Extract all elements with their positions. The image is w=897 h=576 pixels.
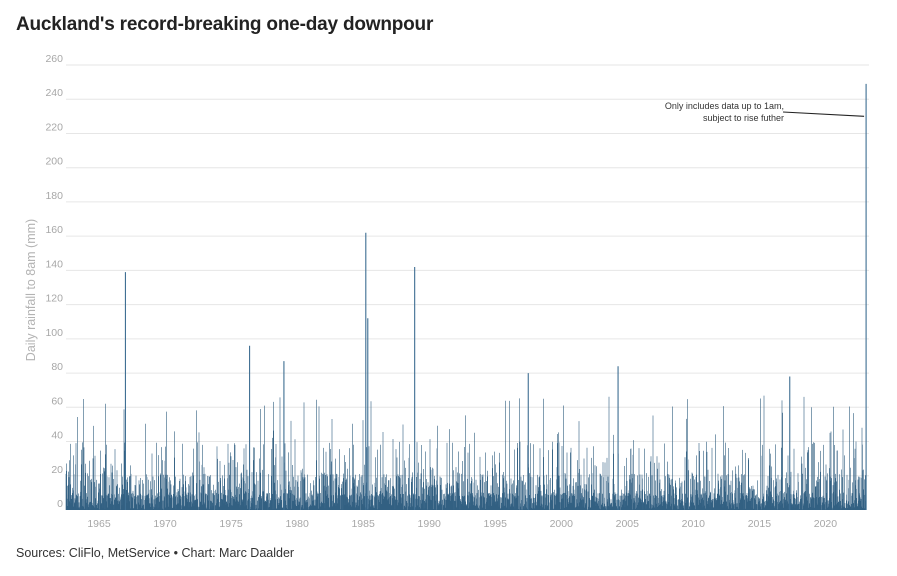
annotation-line-1: Only includes data up to 1am,: [665, 101, 784, 111]
x-tick-label: 1990: [418, 518, 442, 530]
y-tick-label: 140: [45, 258, 63, 270]
y-axis-ticks: 0 20 40 60 80 100 120 140 160 180 200 220 240 260: [45, 53, 63, 510]
x-tick-label: 1985: [351, 518, 375, 530]
x-tick-label: 1965: [87, 518, 111, 530]
y-tick-label: 260: [45, 53, 63, 65]
x-tick-label: 1995: [484, 518, 508, 530]
annotation: Only includes data up to 1am, subject to…: [665, 101, 865, 123]
gridlines: [66, 64, 869, 477]
y-tick-label: 200: [45, 156, 63, 168]
source-credit: Sources: CliFlo, MetService • Chart: Mar…: [16, 546, 295, 560]
y-tick-label: 40: [51, 430, 63, 442]
y-tick-label: 220: [45, 121, 63, 133]
x-tick-label: 1970: [153, 518, 177, 530]
x-tick-label: 2000: [550, 518, 574, 530]
x-tick-label: 1980: [285, 518, 309, 530]
chart-title: Auckland's record-breaking one-day downp…: [16, 14, 434, 35]
annotation-connector: [782, 111, 865, 117]
x-tick-label: 2010: [682, 518, 706, 530]
x-tick-label: 2015: [748, 518, 772, 530]
y-tick-label: 60: [51, 395, 63, 407]
rainfall-bars: [65, 83, 867, 510]
y-tick-label: 180: [45, 190, 63, 202]
x-tick-label: 2005: [616, 518, 640, 530]
y-tick-label: 120: [45, 293, 63, 305]
x-axis-ticks: 1965 1970 1975 1980 1985 1990 1995 2000 2005 2010…: [87, 518, 837, 530]
y-tick-label: 100: [45, 327, 63, 339]
y-tick-label: 0: [57, 498, 63, 510]
y-tick-label: 80: [51, 361, 63, 373]
x-tick-label: 2020: [814, 518, 838, 530]
y-tick-label: 240: [45, 87, 63, 99]
y-tick-label: 20: [51, 464, 63, 476]
x-tick-label: 1975: [219, 518, 243, 530]
y-axis-label: Daily rainfall to 8am (mm): [24, 219, 38, 361]
y-tick-label: 160: [45, 224, 63, 236]
annotation-line-2: subject to rise futher: [703, 113, 784, 123]
